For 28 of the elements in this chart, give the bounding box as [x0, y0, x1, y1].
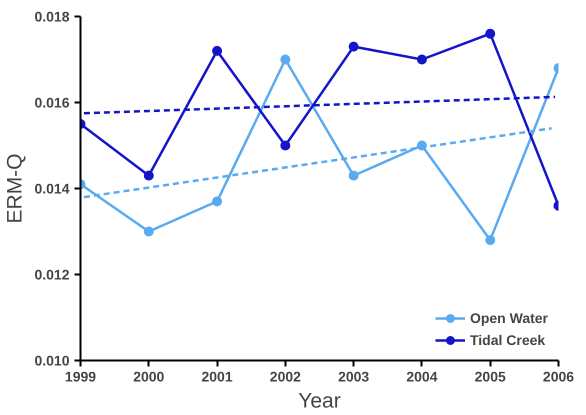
- point: [280, 140, 290, 150]
- point: [348, 170, 359, 181]
- y-tick-label: 0.014: [34, 180, 70, 196]
- legend-label: Open Water: [470, 310, 548, 326]
- x-tick-label: 2005: [474, 368, 506, 384]
- x-tick-label: 2001: [202, 368, 233, 384]
- point: [212, 46, 222, 56]
- point: [280, 54, 290, 64]
- point: [485, 28, 496, 39]
- x-tick-label: 2004: [406, 368, 438, 384]
- point: [212, 196, 222, 206]
- point: [485, 235, 496, 246]
- y-tick-label: 0.012: [34, 266, 70, 282]
- y-tick-label: 0.016: [34, 94, 70, 110]
- x-tick-label: 2002: [270, 368, 302, 384]
- point: [416, 54, 427, 64]
- x-tick-label: 2000: [133, 368, 165, 384]
- x-tick-label: 2003: [338, 368, 370, 384]
- y-tick-label: 0.018: [34, 8, 70, 24]
- point: [144, 226, 154, 236]
- legend-label: Tidal Creek: [470, 332, 546, 348]
- point: [144, 170, 154, 181]
- x-axis-title: Year: [298, 390, 341, 412]
- y-axis-title: ERM-Q: [3, 153, 26, 224]
- point: [348, 42, 359, 52]
- y-tick-label: 0.010: [34, 352, 70, 368]
- x-tick-label: 1999: [64, 368, 96, 384]
- x-tick-label: 2006: [542, 368, 574, 384]
